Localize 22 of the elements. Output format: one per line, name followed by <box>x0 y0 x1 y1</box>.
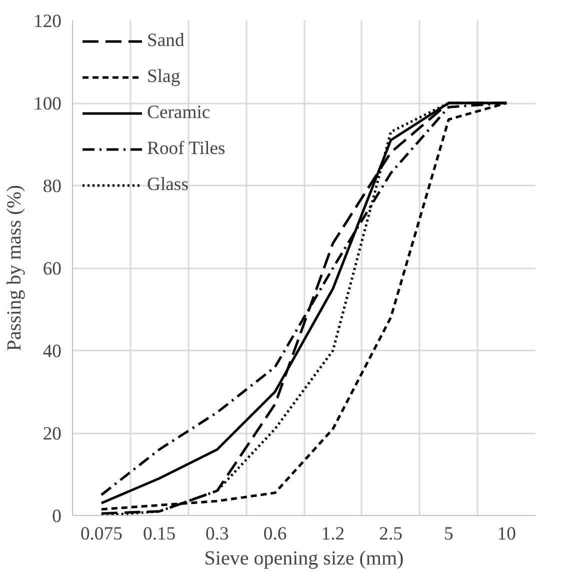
x-tick-label: 0.3 <box>206 524 229 544</box>
legend-label: Slag <box>147 66 180 88</box>
x-tick-label: 0.075 <box>80 524 122 544</box>
x-tick-label: 0.15 <box>142 524 176 544</box>
y-tick-label: 80 <box>42 176 62 197</box>
y-tick-label: 40 <box>42 341 62 362</box>
y-tick-label: 60 <box>42 258 62 280</box>
x-tick-label: 5 <box>444 524 454 544</box>
x-tick-label: 0.6 <box>263 524 287 544</box>
legend-label: Ceramic <box>147 102 210 124</box>
y-axis-title: Passing by mass (%) <box>4 184 26 352</box>
y-tick-label: 20 <box>42 424 62 444</box>
x-tick-label: 2.5 <box>379 524 402 544</box>
x-axis-title: Sieve opening size (mm) <box>204 548 404 570</box>
x-tick-label: 1.2 <box>321 524 345 544</box>
legend-label: Glass <box>147 174 188 196</box>
legend-label: Roof Tiles <box>147 138 226 160</box>
x-tick-label: 10 <box>497 524 516 544</box>
y-tick-label: 0 <box>52 506 62 527</box>
legend-label: Sand <box>147 30 184 52</box>
y-tick-label: 100 <box>34 94 62 114</box>
y-tick-label: 120 <box>34 11 62 32</box>
